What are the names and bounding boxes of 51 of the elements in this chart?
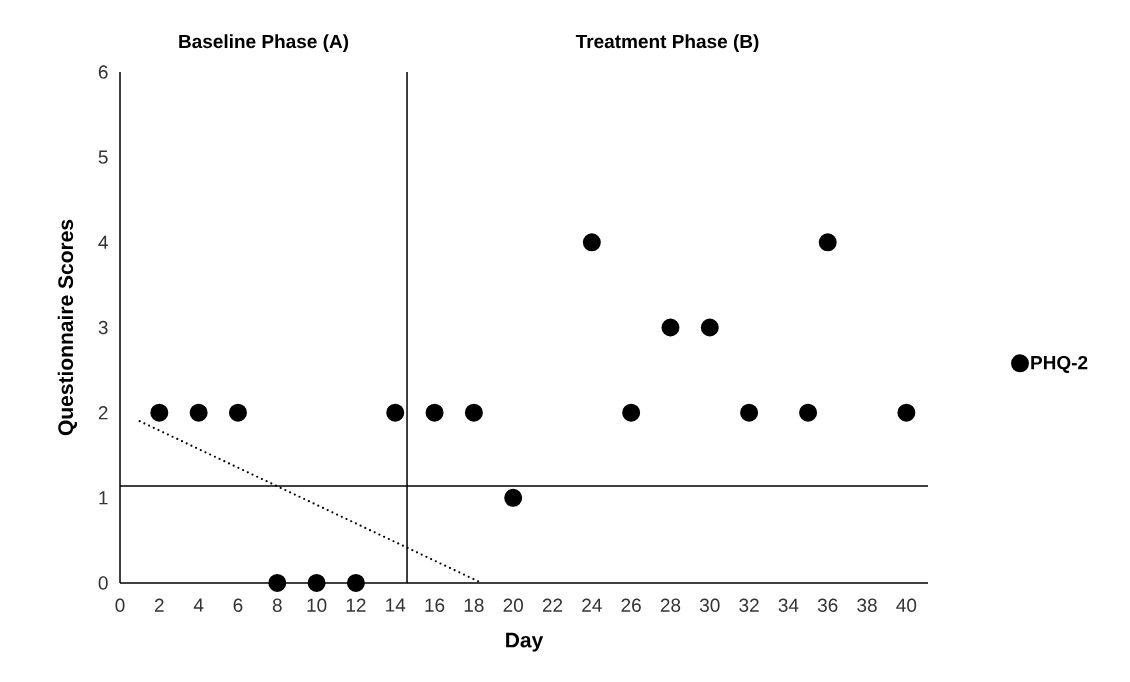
y-tick-label: 5	[98, 150, 108, 164]
text: Baseline Phase (A)	[179, 34, 349, 52]
point	[189, 403, 208, 422]
x-tick-label: 32	[739, 598, 759, 612]
point	[740, 403, 759, 422]
x-tick-label: 2	[155, 598, 164, 612]
x-tick-label: 14	[386, 598, 406, 612]
x-tick-label: 10	[307, 598, 327, 612]
x-tick-label: 38	[857, 598, 877, 612]
point	[897, 403, 916, 422]
x-tick-label: 40	[896, 598, 917, 612]
x-axis-title: Day	[506, 632, 544, 652]
point	[307, 573, 326, 592]
point	[504, 488, 523, 507]
point	[582, 233, 601, 252]
y-tick-label: 6	[98, 65, 108, 79]
point	[425, 403, 444, 422]
x-tick-label: 18	[464, 598, 484, 612]
x-tick-label: 24	[582, 598, 602, 612]
legend-label: PHQ-2	[1031, 355, 1088, 373]
x-tick-label: 0	[115, 598, 125, 612]
x-tick-label: 36	[817, 598, 838, 612]
y-tick-label: 4	[98, 235, 108, 249]
x-tick-label: 34	[778, 598, 799, 612]
y-tick-label: 0	[98, 576, 108, 590]
point	[661, 318, 680, 337]
point	[268, 573, 287, 592]
x-tick-label: 12	[346, 598, 366, 612]
y-tick-label: 1	[99, 491, 108, 505]
x-tick-label: 20	[503, 598, 524, 612]
point	[818, 233, 837, 252]
x-tick-label: 8	[272, 598, 282, 612]
y-tick-label: 2	[98, 406, 108, 420]
x-tick-label: 30	[699, 598, 720, 612]
point	[346, 573, 365, 592]
point	[464, 403, 483, 422]
x-tick-label: 6	[233, 598, 243, 612]
x-tick-label: 4	[193, 598, 204, 612]
point	[228, 403, 247, 422]
point	[150, 403, 169, 422]
point	[386, 403, 405, 422]
point	[622, 403, 641, 422]
x-tick-label: 28	[660, 598, 681, 612]
x-tick-label: 26	[621, 598, 641, 612]
y-axis-title: Questionnaire Scores	[57, 219, 78, 436]
x-tick-label: 22	[542, 598, 563, 612]
point	[799, 403, 818, 422]
text: Treatment Phase (B)	[575, 34, 759, 52]
y-tick-label: 3	[98, 320, 108, 335]
x-tick-label: 16	[425, 598, 445, 612]
point	[700, 318, 719, 337]
